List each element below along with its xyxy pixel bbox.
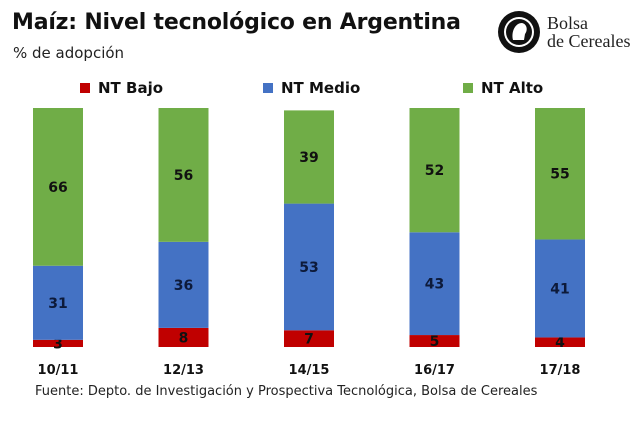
data-label: 43 — [425, 277, 444, 293]
x-tick-label: 14/15 — [289, 363, 330, 378]
bar-nt-alto-16-17 — [409, 108, 460, 233]
data-label: 56 — [174, 168, 193, 184]
bar-nt-alto-14-15 — [284, 110, 334, 204]
legend-label-nt-medio: NT Medio — [281, 79, 361, 97]
bar-nt-bajo-10-11 — [33, 339, 83, 347]
data-label: 52 — [425, 163, 444, 179]
data-label: 53 — [299, 260, 318, 276]
bar-nt-medio-17-18 — [535, 239, 585, 338]
legend-swatch-nt-alto — [463, 83, 473, 93]
logo-line-1: Bolsa — [547, 13, 589, 33]
seal-icon — [498, 11, 540, 53]
x-tick-label: 12/13 — [163, 363, 204, 378]
legend-item-nt-bajo: NT Bajo — [80, 79, 163, 97]
bar-nt-alto-10-11 — [33, 108, 83, 266]
chart-subtitle: % de adopción — [13, 44, 125, 62]
data-label: 31 — [48, 296, 67, 312]
bar-nt-medio-10-11 — [33, 265, 83, 340]
data-label: 4 — [555, 335, 565, 351]
legend-swatch-nt-medio — [263, 83, 273, 93]
data-label: 39 — [299, 150, 318, 166]
x-tick-label: 16/17 — [414, 363, 455, 378]
data-label: 8 — [179, 330, 189, 346]
chart-title: Maíz: Nivel tecnológico en Argentina — [12, 10, 461, 35]
logo-line-2: de Cereales — [547, 31, 631, 51]
data-label: 7 — [304, 332, 314, 348]
legend-label-nt-bajo: NT Bajo — [98, 79, 164, 97]
data-label: 5 — [430, 334, 440, 350]
legend-item-nt-medio: NT Medio — [263, 79, 360, 97]
bar-nt-medio-12-13 — [158, 241, 209, 328]
data-label: 41 — [550, 281, 569, 297]
bar-nt-medio-14-15 — [284, 203, 334, 331]
legend-label-nt-alto: NT Alto — [481, 79, 544, 97]
x-tick-label: 10/11 — [38, 363, 79, 378]
bar-nt-bajo-14-15 — [284, 330, 334, 347]
data-label: 55 — [550, 167, 569, 183]
legend-item-nt-alto: NT Alto — [463, 79, 543, 97]
bar-nt-bajo-17-18 — [535, 337, 585, 347]
data-label: 3 — [53, 336, 63, 352]
legend-swatch-nt-bajo — [80, 83, 90, 93]
bar-nt-bajo-12-13 — [158, 327, 209, 347]
bar-nt-alto-17-18 — [535, 108, 585, 240]
legend: NT Bajo NT Medio NT Alto — [0, 79, 640, 99]
data-label: 66 — [48, 180, 67, 196]
x-tick-label: 17/18 — [540, 363, 581, 378]
bar-nt-alto-12-13 — [158, 108, 209, 242]
bar-nt-medio-16-17 — [409, 232, 460, 336]
data-label: 36 — [174, 278, 193, 294]
source-note: Fuente: Depto. de Investigación y Prospe… — [35, 384, 538, 399]
bar-nt-bajo-16-17 — [409, 335, 460, 347]
bolsa-de-cereales-logo: Bolsa de Cereales — [497, 10, 630, 54]
